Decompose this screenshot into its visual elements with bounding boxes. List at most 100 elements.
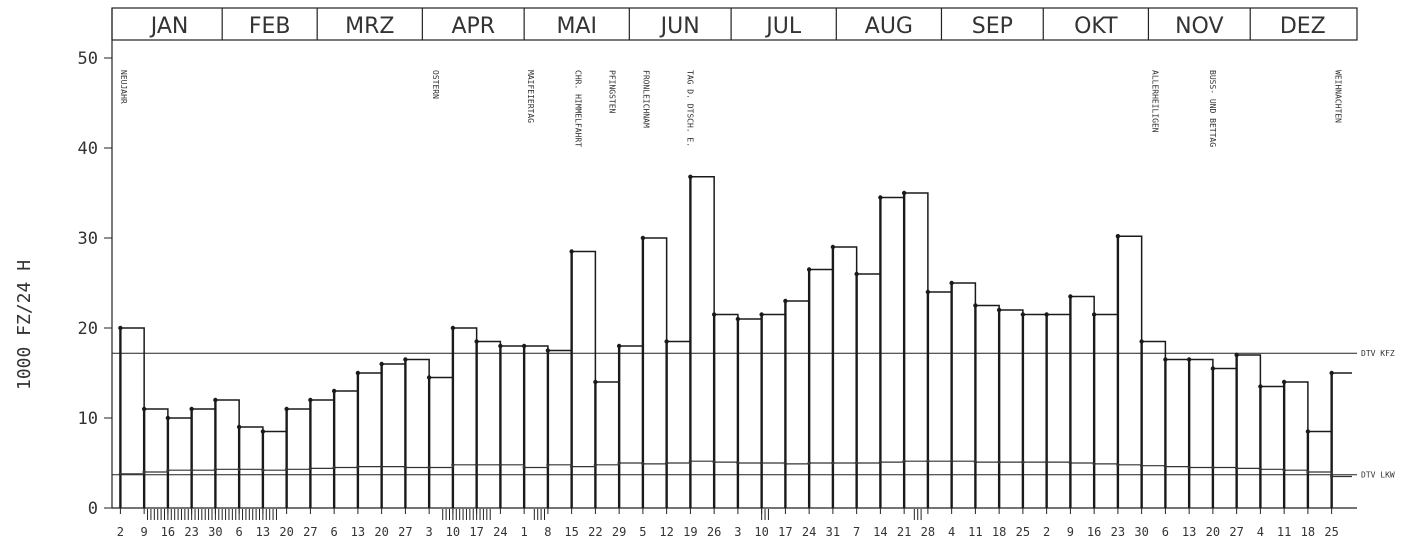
month-label-nov: NOV xyxy=(1175,14,1223,39)
series-point xyxy=(1211,465,1215,470)
x-tick-label: 6 xyxy=(1162,525,1169,539)
x-tick-label: 1 xyxy=(521,525,528,539)
x-tick-label: 17 xyxy=(469,525,483,539)
x-tick-label: 26 xyxy=(707,525,721,539)
series-point xyxy=(546,463,550,467)
month-header-frame xyxy=(111,7,1358,41)
month-header: JAN FEB MRZ APR MAI JUN JUL AUG SEP OKT NOV DEZ xyxy=(111,7,1358,41)
x-tick-label: 6 xyxy=(331,525,338,539)
x-tick-label: 25 xyxy=(1324,525,1338,539)
x-tick-label: 13 xyxy=(1182,525,1196,539)
month-label-aug: AUG xyxy=(865,14,913,39)
x-tick-label: 28 xyxy=(921,525,935,539)
x-tick-label: 22 xyxy=(588,525,602,539)
series-point xyxy=(261,468,265,472)
x-tick-label: 12 xyxy=(659,525,673,539)
x-tick-label: 11 xyxy=(968,525,982,539)
x-tick-label: 4 xyxy=(1257,525,1264,539)
x-tick-label: 30 xyxy=(208,525,222,539)
month-label-jun: JUN xyxy=(659,14,700,39)
month-label-apr: APR xyxy=(451,14,495,39)
x-tick-label: 13 xyxy=(351,525,365,539)
series-point xyxy=(1140,464,1144,468)
month-label-okt: OKT xyxy=(1074,14,1118,39)
series-point xyxy=(1330,474,1334,479)
series-point xyxy=(522,465,526,470)
reference-line-label: DTV KFZ xyxy=(1361,349,1395,358)
series-point xyxy=(118,472,122,476)
x-tick-label: 29 xyxy=(612,525,626,539)
holiday-label: MAIFEIERTAG xyxy=(526,70,535,123)
x-tick-label: 2 xyxy=(117,525,124,539)
series-point xyxy=(1021,460,1025,464)
x-tick-label: 27 xyxy=(1229,525,1243,539)
series-point xyxy=(973,460,977,464)
y-tick-label: 30 xyxy=(78,229,98,249)
x-tick-label: 14 xyxy=(873,525,887,539)
series-point xyxy=(285,467,289,471)
series-point xyxy=(878,460,882,464)
x-tick-label: 3 xyxy=(426,525,433,539)
x-tick-label: 31 xyxy=(826,525,840,539)
series-point xyxy=(617,461,621,465)
axes: 0 10 20 30 40 50 xyxy=(78,8,1357,519)
y-tick-label: 20 xyxy=(78,319,98,339)
series-point xyxy=(332,465,336,470)
series-point xyxy=(1235,466,1239,470)
holiday-label: OSTERN xyxy=(431,70,440,99)
series-point xyxy=(736,461,740,465)
x-tick-label: 18 xyxy=(1301,525,1315,539)
x-tick-label: 20 xyxy=(279,525,293,539)
series-point xyxy=(783,462,787,466)
series-point xyxy=(1282,468,1286,472)
y-tick-label: 40 xyxy=(78,139,98,159)
month-label-jan: JAN xyxy=(149,14,189,39)
series-plot xyxy=(118,174,1352,508)
x-tick-label: 11 xyxy=(1277,525,1291,539)
series-point xyxy=(997,460,1001,464)
month-label-mai: MAI xyxy=(556,14,597,39)
x-tick-label: 2 xyxy=(1043,525,1050,539)
series-point xyxy=(926,459,930,463)
holiday-label: ALLERHEILIGEN xyxy=(1150,70,1159,133)
series-point xyxy=(1258,467,1262,471)
x-tick-label: 17 xyxy=(778,525,792,539)
x-tick-label: 4 xyxy=(948,525,955,539)
series-point xyxy=(688,459,692,463)
series-point xyxy=(902,459,906,463)
series-point xyxy=(593,463,597,467)
series-point xyxy=(380,465,384,469)
holiday-label: TAG D. DTSCH. E. xyxy=(686,70,695,147)
x-tick-label: 25 xyxy=(1016,525,1030,539)
x-tick-label: 16 xyxy=(1087,525,1101,539)
x-tick-label: 7 xyxy=(853,525,860,539)
series-point xyxy=(1306,470,1310,474)
x-tick-label: 19 xyxy=(683,525,697,539)
x-tick-label: 24 xyxy=(493,525,507,539)
series-line-0 xyxy=(120,176,1352,433)
series-point xyxy=(498,463,502,467)
month-label-feb: FEB xyxy=(249,14,291,39)
series-point xyxy=(712,460,716,464)
y-axis-label: 1000 FZ/24 H xyxy=(14,260,35,390)
series-point xyxy=(1068,461,1072,465)
month-label-mrz: MRZ xyxy=(345,14,394,39)
x-tick-label: 15 xyxy=(564,525,578,539)
holiday-label: BUSS- UND BETTAG xyxy=(1208,70,1217,147)
series-point xyxy=(142,470,146,474)
x-tick-label: 18 xyxy=(992,525,1006,539)
x-tick-label: 8 xyxy=(544,525,551,539)
holiday-label: WEIHNACHTEN xyxy=(1334,70,1343,123)
holiday-label: FRONLEICHNAM xyxy=(642,70,651,128)
month-label-dez: DEZ xyxy=(1280,14,1326,39)
month-label-jul: JUL xyxy=(764,14,802,39)
series-point xyxy=(427,465,431,470)
month-label-sep: SEP xyxy=(972,14,1013,39)
holiday-labels: NEUJAHR OSTERN MAIFEIERTAG CHR. HIMMELFAHRT… xyxy=(119,70,1343,147)
school-holiday-marks xyxy=(147,509,922,520)
series-point xyxy=(403,465,407,470)
x-tick-label: 23 xyxy=(1111,525,1125,539)
x-tick-label: 9 xyxy=(141,525,148,539)
x-tick-label: 24 xyxy=(802,525,816,539)
